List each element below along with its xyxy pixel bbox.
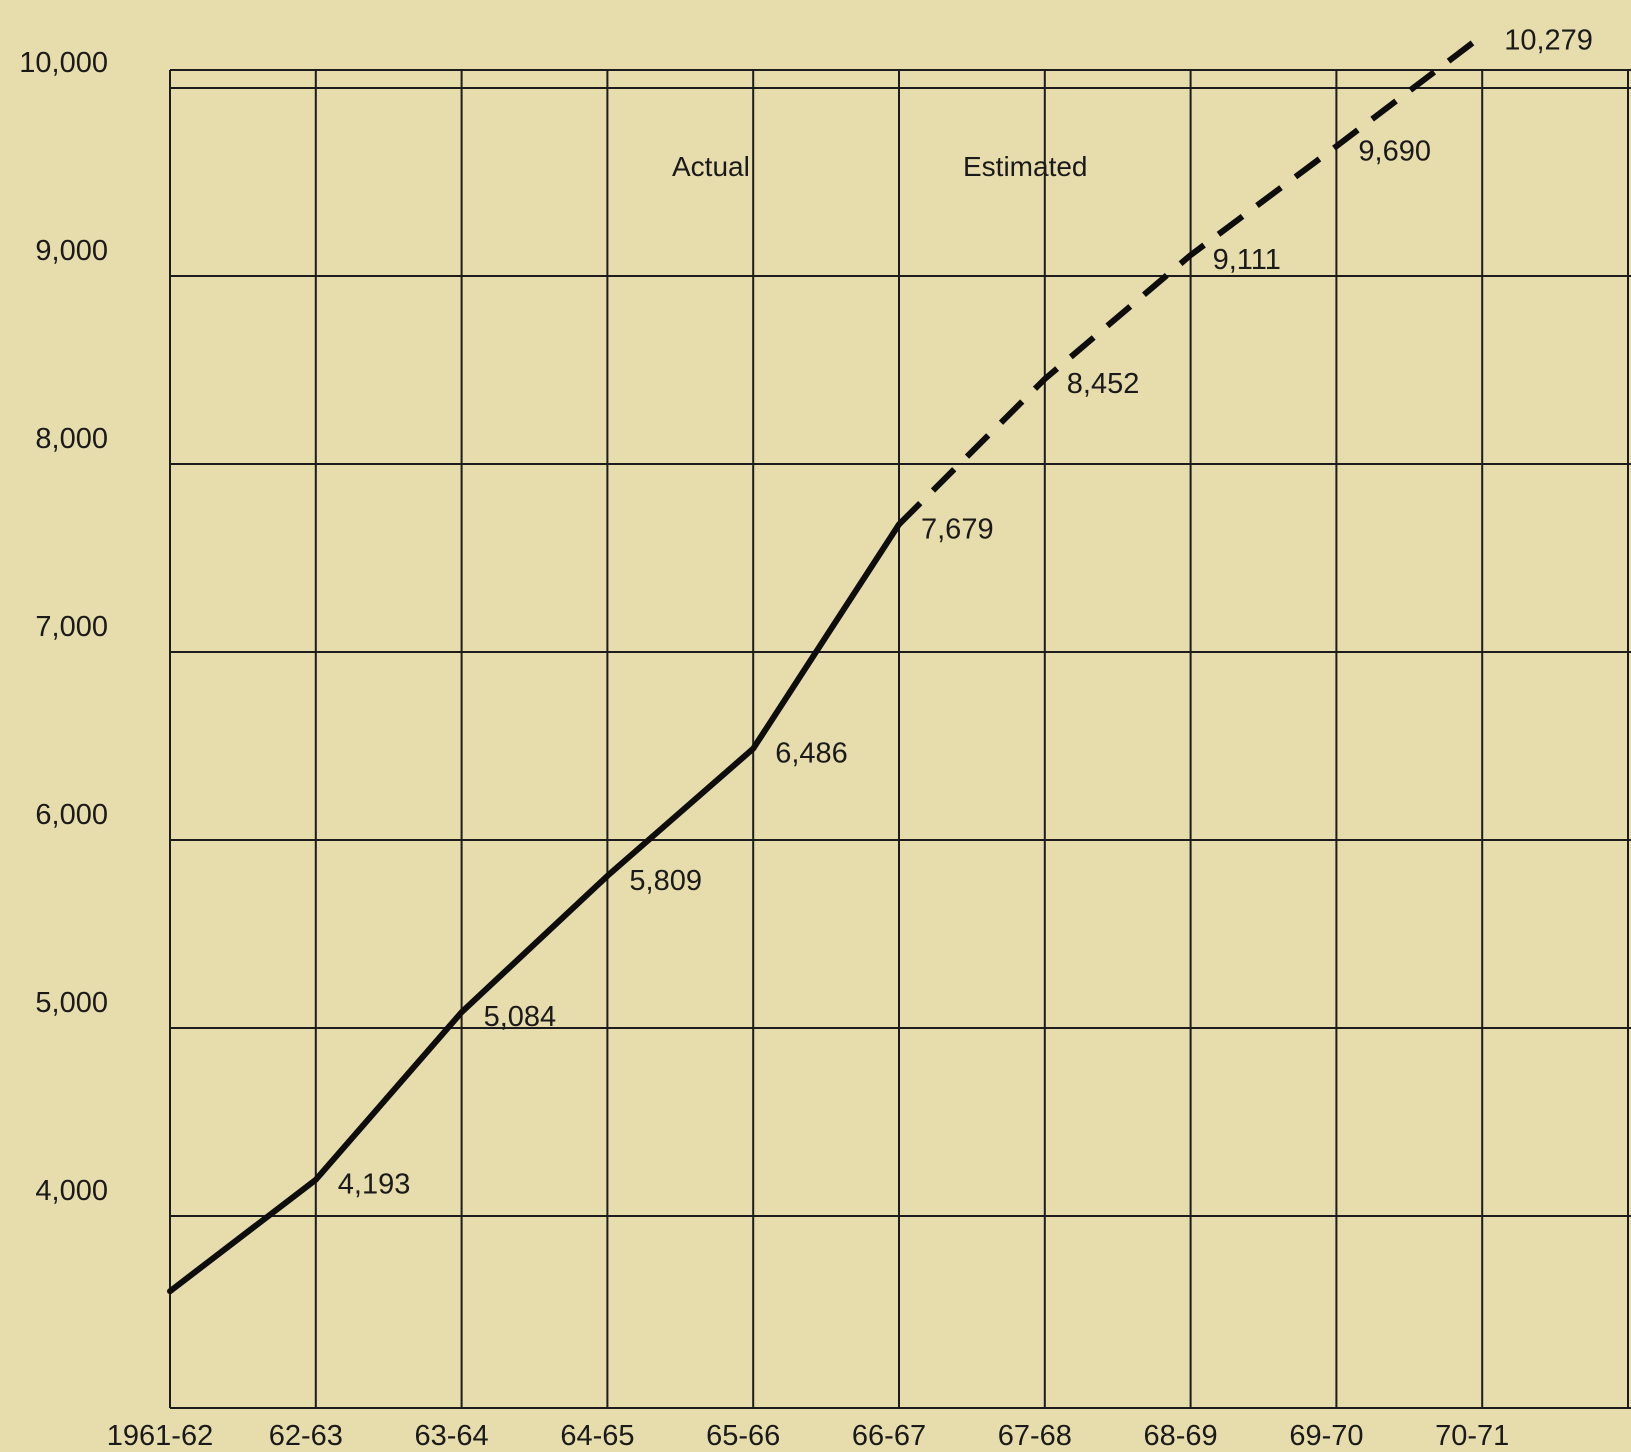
x-tick-label: 65-66 (706, 1420, 780, 1452)
x-tick-label: 62-63 (269, 1420, 343, 1452)
y-tick-label: 10,000 (19, 47, 108, 79)
data-label: 5,809 (629, 865, 702, 897)
x-tick-label: 70-71 (1435, 1420, 1509, 1452)
x-tick-label: 69-70 (1289, 1420, 1363, 1452)
y-tick-label: 4,000 (35, 1175, 108, 1207)
data-label: 4,193 (338, 1169, 411, 1201)
data-label: 6,486 (775, 738, 848, 770)
data-label: 9,111 (1213, 244, 1281, 276)
data-labels: 4,193 5,084 5,809 6,486 7,679 8,452 9,111 9,690… (338, 25, 1593, 1201)
x-tick-label: 68-69 (1144, 1420, 1218, 1452)
annotation-estimated: Estimated (963, 151, 1088, 182)
x-tick-label: 63-64 (415, 1420, 489, 1452)
x-tick-label: 64-65 (560, 1420, 634, 1452)
series-line-actual (167, 521, 902, 1295)
y-tick-label: 8,000 (35, 423, 108, 455)
x-tick-label: 1961-62 (107, 1420, 213, 1452)
data-label: 7,679 (921, 513, 994, 545)
y-tick-label: 7,000 (35, 611, 108, 643)
y-tick-label: 5,000 (35, 987, 108, 1019)
data-label: 9,690 (1358, 135, 1431, 167)
data-label: 8,452 (1067, 368, 1140, 400)
x-tick-label: 66-67 (852, 1420, 926, 1452)
annotation-actual: Actual (672, 151, 750, 182)
annotations: Actual Estimated (672, 151, 1088, 182)
series-line-estimated (896, 33, 1485, 527)
y-tick-label: 9,000 (35, 235, 108, 267)
grid (169, 69, 1631, 1409)
data-label: 5,084 (484, 1001, 557, 1033)
series-lines (167, 33, 1485, 1295)
x-axis-ticks: 1961-62 62-63 63-64 64-65 65-66 66-67 67-68 68-… (107, 1420, 1510, 1452)
y-tick-label: 6,000 (35, 799, 108, 831)
data-label: 10,279 (1504, 25, 1593, 57)
x-tick-label: 67-68 (998, 1420, 1072, 1452)
y-axis-ticks: 4,000 5,000 6,000 7,000 8,000 9,000 10,000 (19, 47, 108, 1207)
